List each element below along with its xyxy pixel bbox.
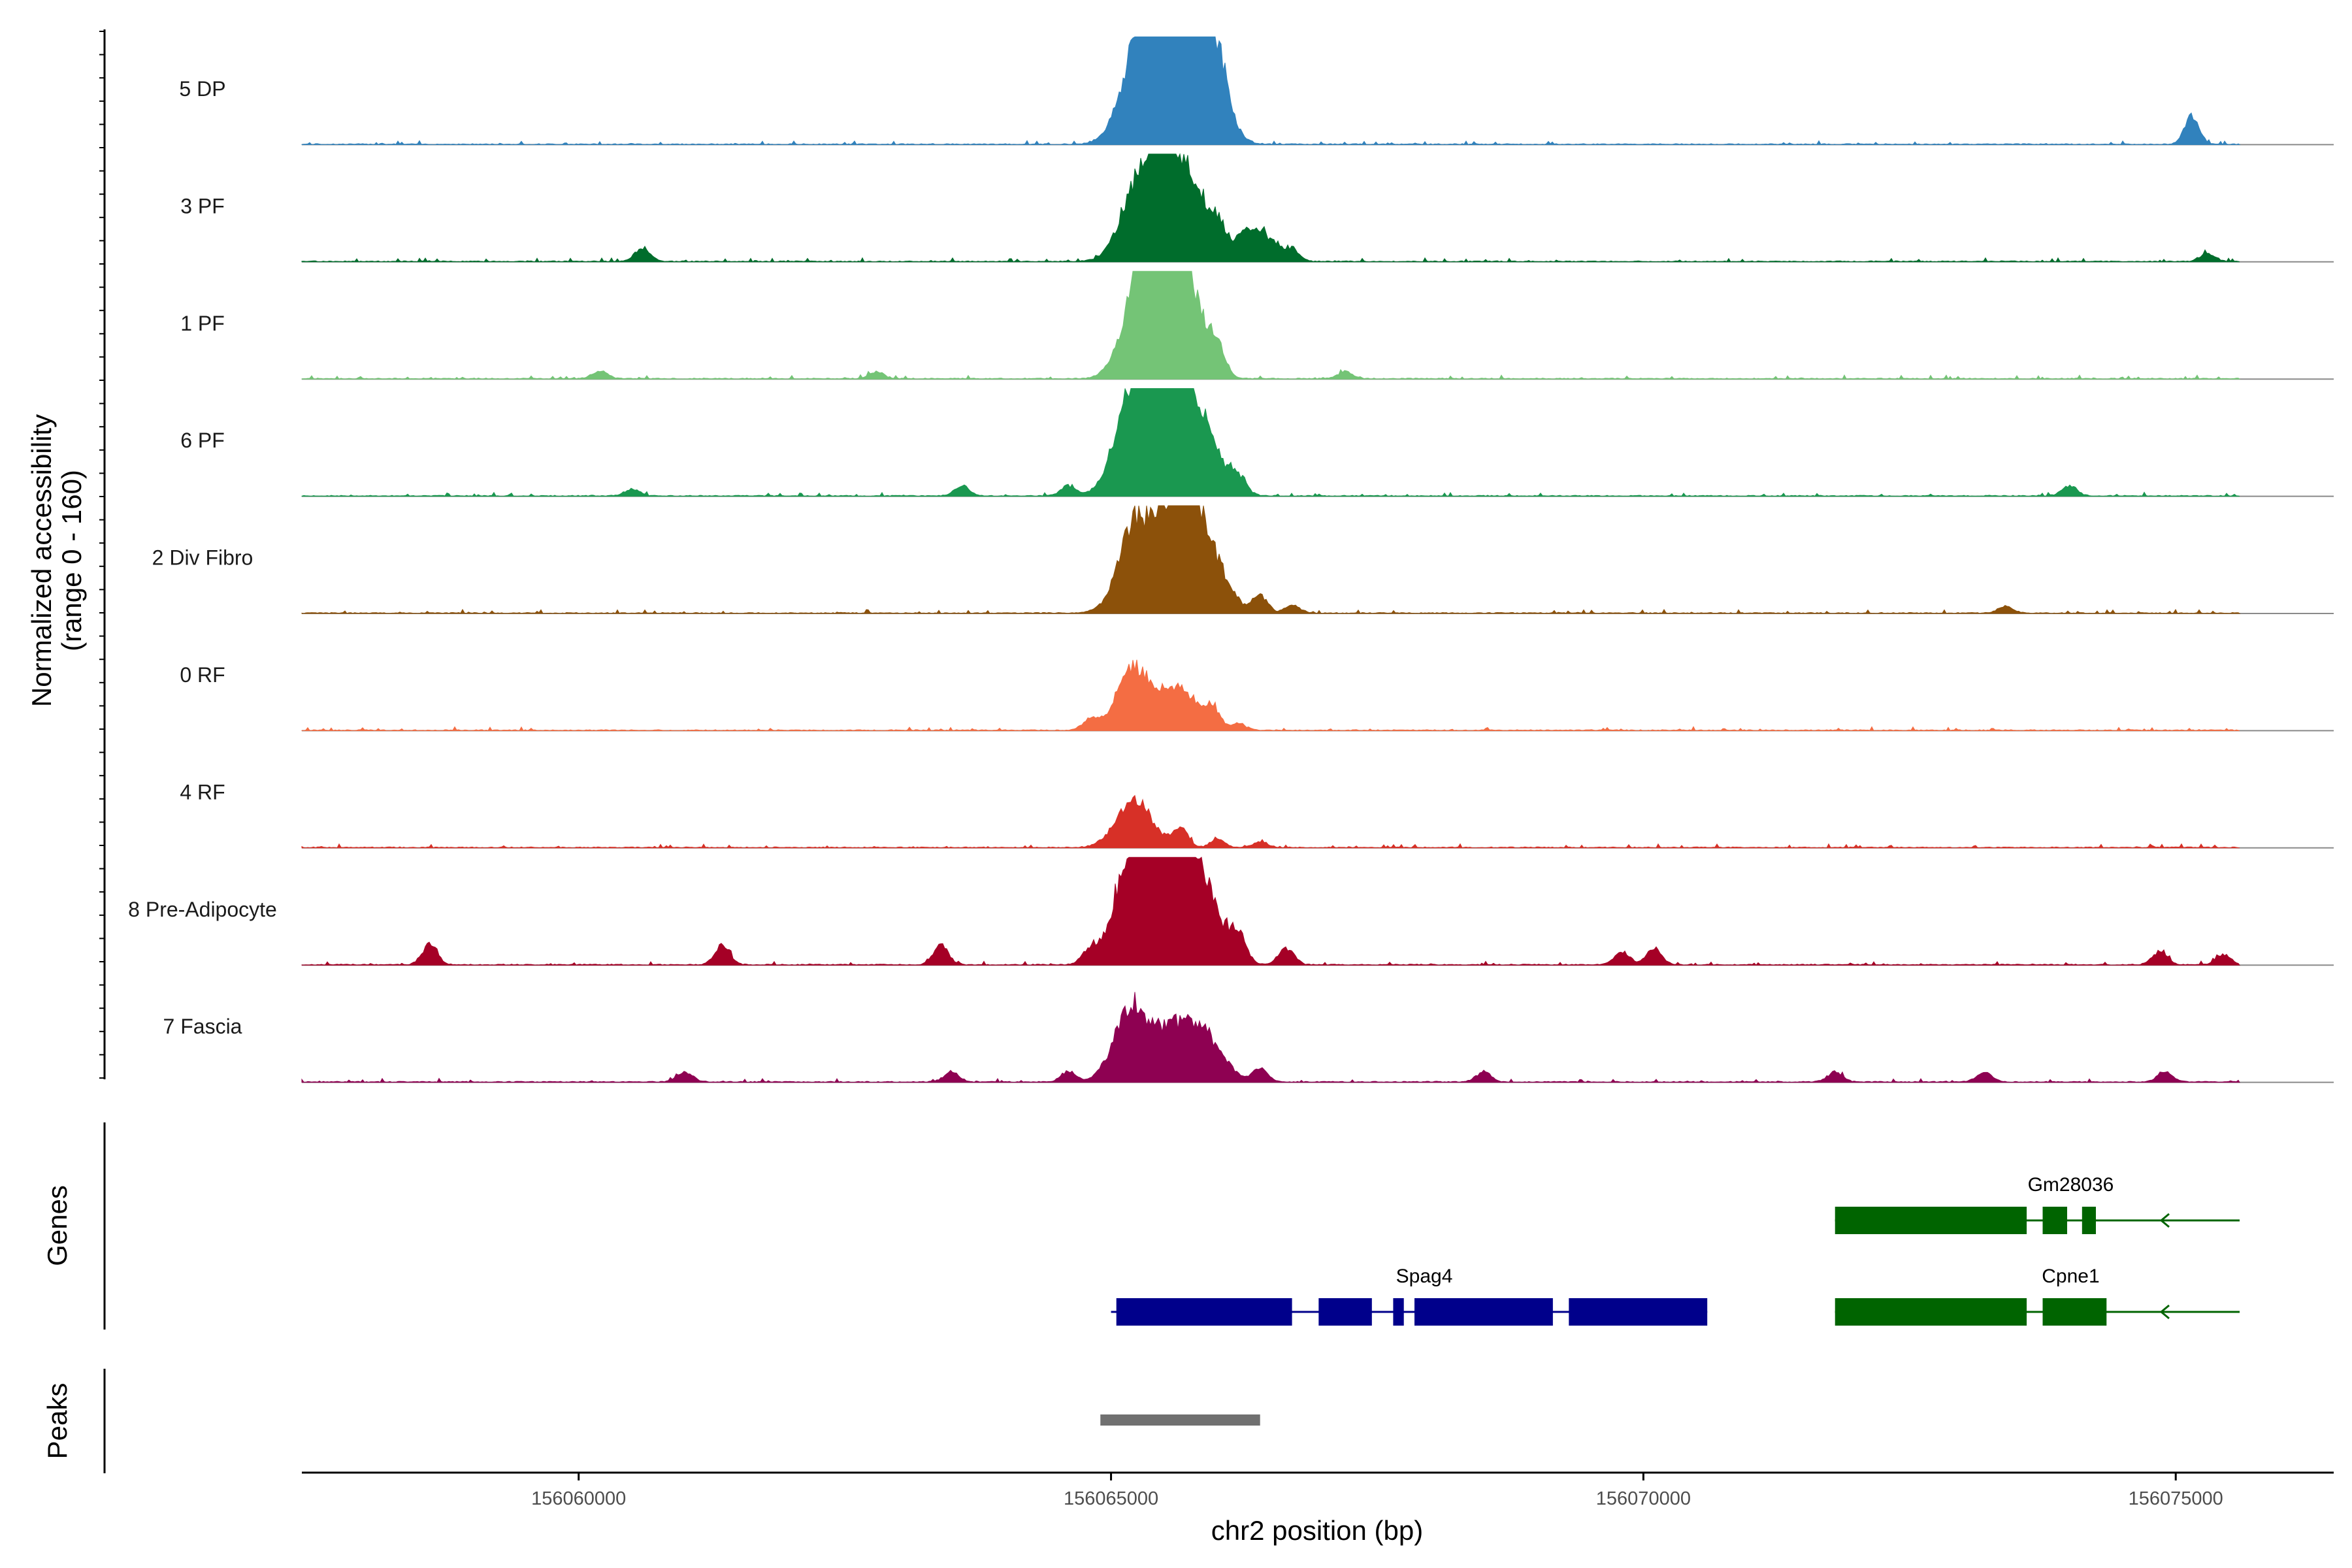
track-label: 0 RF: [180, 663, 225, 687]
track-label: 8 Pre-Adipocyte: [128, 898, 277, 921]
coverage-track: 2 Div Fibro: [152, 505, 2334, 614]
peak-region: [1100, 1414, 1260, 1426]
coverage-area-0: [301, 36, 2241, 146]
coverage-track: 3 PF: [180, 153, 2334, 263]
gene-spag4: Spag4: [1111, 1266, 1708, 1326]
coverage-track: 5 DP: [179, 36, 2334, 146]
strand-arrow-icon: [2159, 1304, 2170, 1320]
gene-exon: [1393, 1298, 1404, 1326]
coverage-track: 4 RF: [180, 780, 2334, 849]
coverage-area-4: [301, 505, 2241, 614]
track-label: 4 RF: [180, 780, 225, 804]
x-tick-label: 156070000: [1596, 1488, 1691, 1509]
coverage-area-7: [301, 857, 2240, 966]
gene-gm28036: Gm28036: [1835, 1174, 2240, 1234]
peak-regions: [1100, 1414, 1260, 1426]
track-label: 1 PF: [180, 312, 225, 335]
coverage-y-axis-title-line2: (range 0 - 160): [56, 470, 87, 651]
coverage-area-2: [301, 270, 2241, 380]
coverage-y-ticks: [99, 31, 105, 1079]
coverage-tracks: 5 DP 3 PF 1 PF 6 PF 2 Div Fibro 0 RF 4 RF 8 Pre…: [128, 36, 2334, 1083]
gene-label: Spag4: [1396, 1266, 1453, 1287]
gene-exon: [1414, 1298, 1553, 1326]
track-label: 6 PF: [180, 429, 225, 452]
track-label: 2 Div Fibro: [152, 546, 253, 570]
x-axis-title: chr2 position (bp): [1211, 1515, 1424, 1546]
x-tick-label: 156060000: [531, 1488, 626, 1509]
gene-exon: [1569, 1298, 1708, 1326]
track-label: 7 Fascia: [163, 1015, 242, 1038]
coverage-track: 6 PF: [180, 388, 2334, 497]
coverage-area-5: [301, 659, 2240, 731]
coverage-area-1: [301, 153, 2240, 263]
coverage-track: 0 RF: [180, 659, 2334, 732]
x-tick-label: 156065000: [1064, 1488, 1158, 1509]
coverage-y-axis-title-line1: Normalized accessibility: [26, 414, 57, 707]
coverage-area-8: [301, 992, 2240, 1083]
gene-label: Cpne1: [2042, 1266, 2099, 1287]
gene-annotations: Gm28036 Spag4 Cpne1: [1111, 1174, 2240, 1326]
gene-exon: [2082, 1207, 2096, 1234]
x-axis-ticks: 156060000 156065000 156070000 156075000: [531, 1473, 2223, 1509]
coverage-area-6: [301, 794, 2240, 849]
track-label: 3 PF: [180, 194, 225, 218]
x-tick-label: 156075000: [2129, 1488, 2223, 1509]
gene-exon: [2042, 1298, 2107, 1326]
coverage-track: 1 PF: [180, 270, 2334, 380]
track-label: 5 DP: [179, 77, 225, 101]
peaks-panel-label: Peaks: [42, 1383, 73, 1460]
coverage-area-3: [301, 388, 2240, 497]
strand-arrow-icon: [2159, 1213, 2170, 1228]
coverage-track: 8 Pre-Adipocyte: [128, 857, 2334, 966]
gene-exon: [2042, 1207, 2067, 1234]
gene-exon: [1835, 1298, 2027, 1326]
strand-arrow-icon: [1122, 1304, 1131, 1320]
gene-exon: [1116, 1298, 1292, 1326]
gene-label: Gm28036: [2028, 1174, 2114, 1196]
genes-panel-label: Genes: [42, 1185, 73, 1266]
gene-exon: [1835, 1207, 2027, 1234]
coverage-track: 7 Fascia: [163, 992, 2334, 1083]
gene-cpne1: Cpne1: [1835, 1266, 2240, 1326]
gene-exon: [1318, 1298, 1372, 1326]
